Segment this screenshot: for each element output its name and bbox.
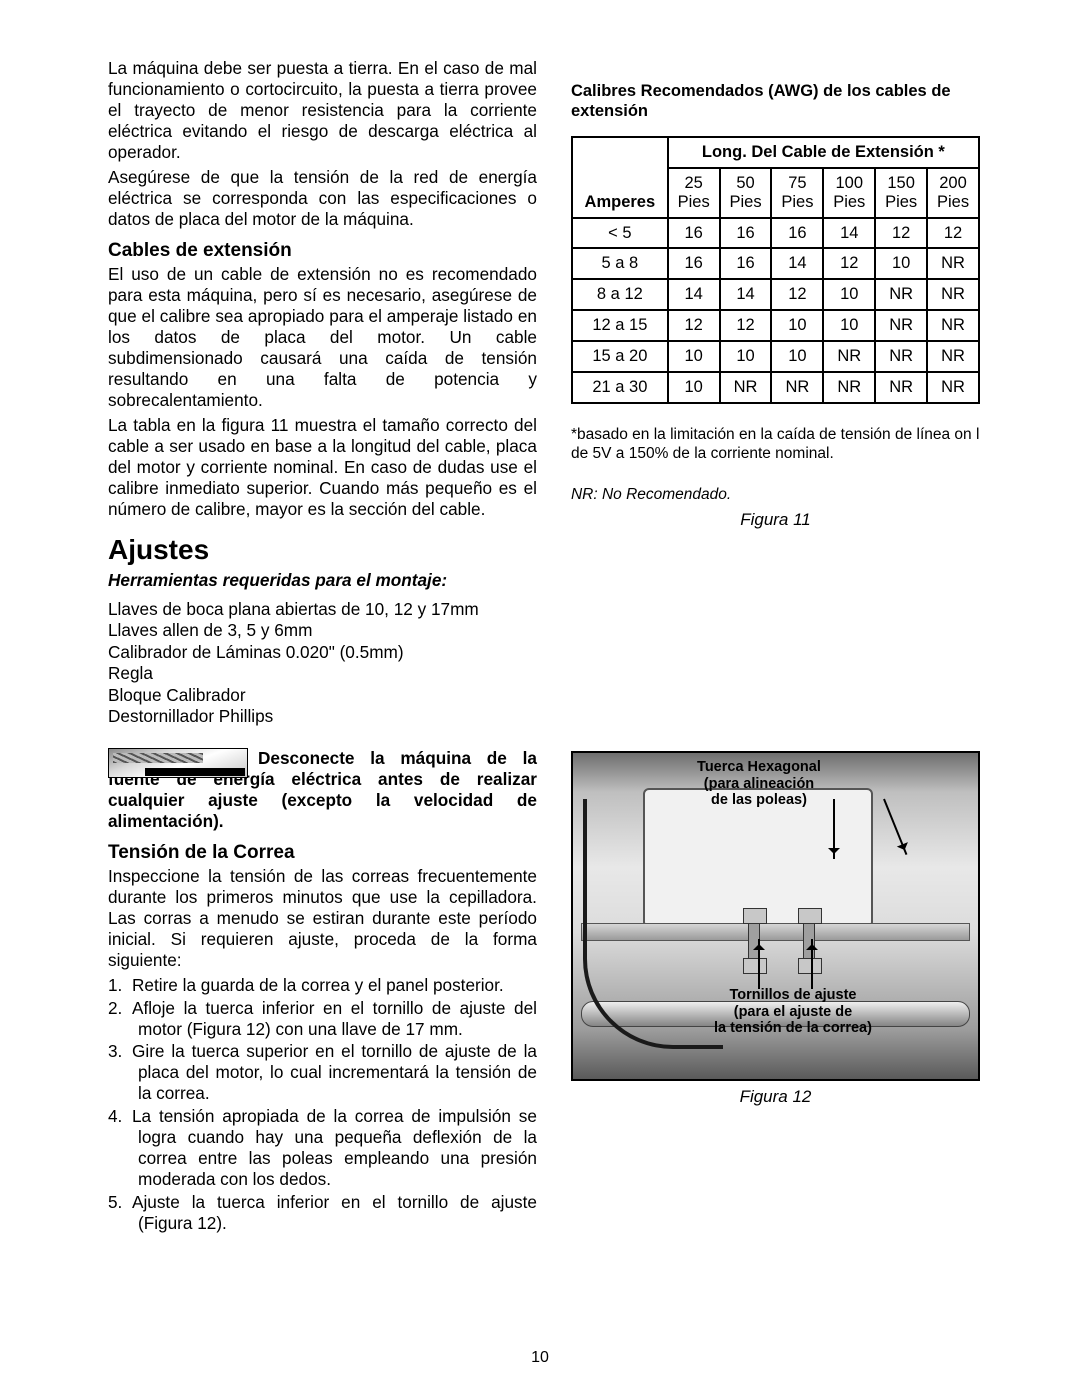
table-row: 5 a 81616141210NR xyxy=(572,248,979,279)
fig12-label-hexnut: Tuerca Hexagonal(para alineaciónde las p… xyxy=(669,759,849,809)
col-header: 75Pies xyxy=(771,168,823,218)
table-footnote: *basado en la limitación en la caída de … xyxy=(571,426,980,463)
figure11-caption: Figura 11 xyxy=(571,510,980,531)
heading-tension: Tensión de la Correa xyxy=(108,842,537,864)
step-item: 5.Ajuste la tuerca inferior en el tornil… xyxy=(108,1192,537,1234)
steps-list: 1.Retire la guarda de la correa y el pan… xyxy=(108,975,537,1235)
step-item: 4.La tensión apropiada de la correa de i… xyxy=(108,1106,537,1190)
awg-table: Amperes Long. Del Cable de Extensión * 2… xyxy=(571,136,980,405)
tool-line: Llaves allen de 3, 5 y 6mm xyxy=(108,620,537,642)
intro-p2: Asegúrese de que la tensión de la red de… xyxy=(108,167,537,230)
table-title: Calibres Recomendados (AWG) de los cable… xyxy=(571,82,980,122)
col-header: 100Pies xyxy=(823,168,875,218)
col-merged-header: Long. Del Cable de Extensión * xyxy=(668,137,979,168)
figure12-image: Tuerca Hexagonal(para alineaciónde las p… xyxy=(571,751,980,1081)
cables-p1: El uso de un cable de extensión no es re… xyxy=(108,264,537,411)
tool-line: Bloque Calibrador xyxy=(108,685,537,707)
heading-herramientas: Herramientas requeridas para el montaje: xyxy=(108,570,537,591)
fig12-label-bolts: Tornillos de ajuste(para el ajuste dela … xyxy=(683,987,903,1037)
col-header: 200Pies xyxy=(927,168,979,218)
cables-p2: La tabla en la figura 11 muestra el tama… xyxy=(108,415,537,520)
table-row: 12 a 1512121010NRNR xyxy=(572,310,979,341)
col-amperes: Amperes xyxy=(572,137,668,218)
col-header: 50Pies xyxy=(720,168,772,218)
step-item: 1.Retire la guarda de la correa y el pan… xyxy=(108,975,537,996)
table-row: 21 a 3010NRNRNRNRNR xyxy=(572,372,979,403)
intro-p1: La máquina debe ser puesta a tierra. En … xyxy=(108,58,537,163)
table-footnote-nr: NR: No Recomendado. xyxy=(571,486,980,505)
col-header: 25Pies xyxy=(668,168,720,218)
step-item: 2.Afloje la tuerca inferior en el tornil… xyxy=(108,998,537,1040)
heading-ajustes: Ajustes xyxy=(108,534,537,566)
tool-line: Destornillador Phillips xyxy=(108,706,537,728)
tool-line: Calibrador de Láminas 0.020" (0.5mm) xyxy=(108,642,537,664)
col-header: 150Pies xyxy=(875,168,927,218)
table-row: < 5161616141212 xyxy=(572,218,979,249)
tension-intro: Inspeccione la tensión de las correas fr… xyxy=(108,866,537,971)
table-row: 8 a 1214141210NRNR xyxy=(572,279,979,310)
warning-icon xyxy=(108,748,248,778)
tool-line: Llaves de boca plana abiertas de 10, 12 … xyxy=(108,599,537,621)
step-item: 3.Gire la tuerca superior en el tornillo… xyxy=(108,1041,537,1104)
figure12-caption: Figura 12 xyxy=(571,1087,980,1108)
tool-line: Regla xyxy=(108,663,537,685)
table-row: 15 a 20101010NRNRNR xyxy=(572,341,979,372)
page-number: 10 xyxy=(0,1349,1080,1367)
heading-cables: Cables de extensión xyxy=(108,240,537,262)
